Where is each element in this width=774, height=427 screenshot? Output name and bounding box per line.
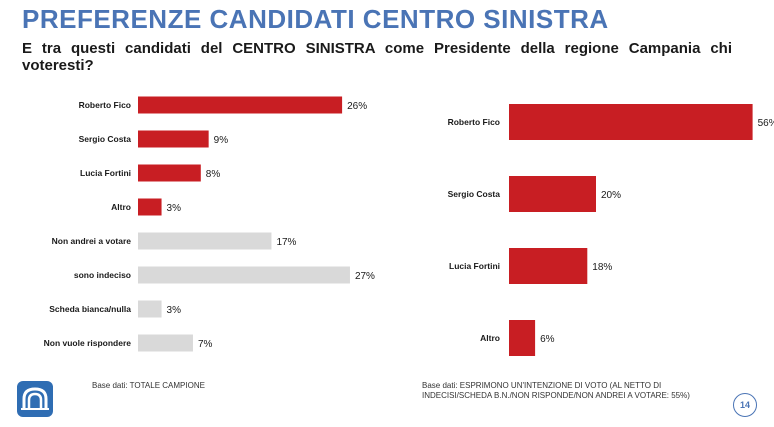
value-label-sono-indeciso: 27% <box>355 271 375 282</box>
bar-non-vuole-rispondere <box>138 334 193 352</box>
chart-total-sample: Roberto Fico 26% Sergio Costa 9% Lucia Forti… <box>44 96 375 352</box>
category-label-roberto-fico: Roberto Fico <box>448 117 500 127</box>
survey-question: E tra questi candidati del CENTRO SINIST… <box>22 40 732 74</box>
chart-vote-intention: Roberto Fico 56% Sergio Costa 20% Lucia Fort… <box>448 104 774 356</box>
bar-scheda-bianca-nulla <box>138 300 162 318</box>
bar-roberto-fico <box>509 104 753 140</box>
category-label-altro: Altro <box>111 202 131 212</box>
arch-logo-icon <box>17 381 53 417</box>
page-number: 14 <box>733 393 757 417</box>
bar-non-andrei-a-votare <box>138 232 272 250</box>
bar-altro <box>138 198 162 216</box>
value-label-scheda-bianca-nulla: 3% <box>167 305 182 316</box>
bar-roberto-fico <box>138 96 343 114</box>
bar-altro <box>509 320 536 356</box>
bar-sergio-costa <box>509 176 596 212</box>
category-label-scheda-bianca-nulla: Scheda bianca/nulla <box>49 304 131 314</box>
bar-lucia-fortini <box>509 248 588 284</box>
value-label-sergio-costa: 20% <box>601 190 621 201</box>
value-label-lucia-fortini: 18% <box>592 262 612 273</box>
value-label-non-andrei-a-votare: 17% <box>276 237 296 248</box>
page-title: PREFERENZE CANDIDATI CENTRO SINISTRA <box>22 4 609 34</box>
bar-sergio-costa <box>138 130 209 148</box>
base-note-left: Base dati: TOTALE CAMPIONE <box>92 381 205 390</box>
category-label-lucia-fortini: Lucia Fortini <box>80 168 131 178</box>
bar-lucia-fortini <box>138 164 201 182</box>
category-label-sono-indeciso: sono indeciso <box>74 270 131 280</box>
value-label-lucia-fortini: 8% <box>206 169 221 180</box>
value-label-altro: 3% <box>167 203 182 214</box>
base-note-right: Base dati: ESPRIMONO UN'INTENZIONE DI VO… <box>422 381 690 400</box>
value-label-sergio-costa: 9% <box>214 135 229 146</box>
value-label-roberto-fico: 26% <box>347 101 367 112</box>
category-label-roberto-fico: Roberto Fico <box>79 100 131 110</box>
category-label-sergio-costa: Sergio Costa <box>79 134 132 144</box>
category-label-lucia-fortini: Lucia Fortini <box>449 261 500 271</box>
value-label-roberto-fico: 56% <box>758 118 774 129</box>
value-label-non-vuole-rispondere: 7% <box>198 339 213 350</box>
value-label-altro: 6% <box>540 334 555 345</box>
category-label-non-andrei-a-votare: Non andrei a votare <box>52 236 132 246</box>
category-label-altro: Altro <box>480 333 500 343</box>
bar-sono-indeciso <box>138 266 350 284</box>
category-label-non-vuole-rispondere: Non vuole rispondere <box>44 338 132 348</box>
category-label-sergio-costa: Sergio Costa <box>448 189 501 199</box>
